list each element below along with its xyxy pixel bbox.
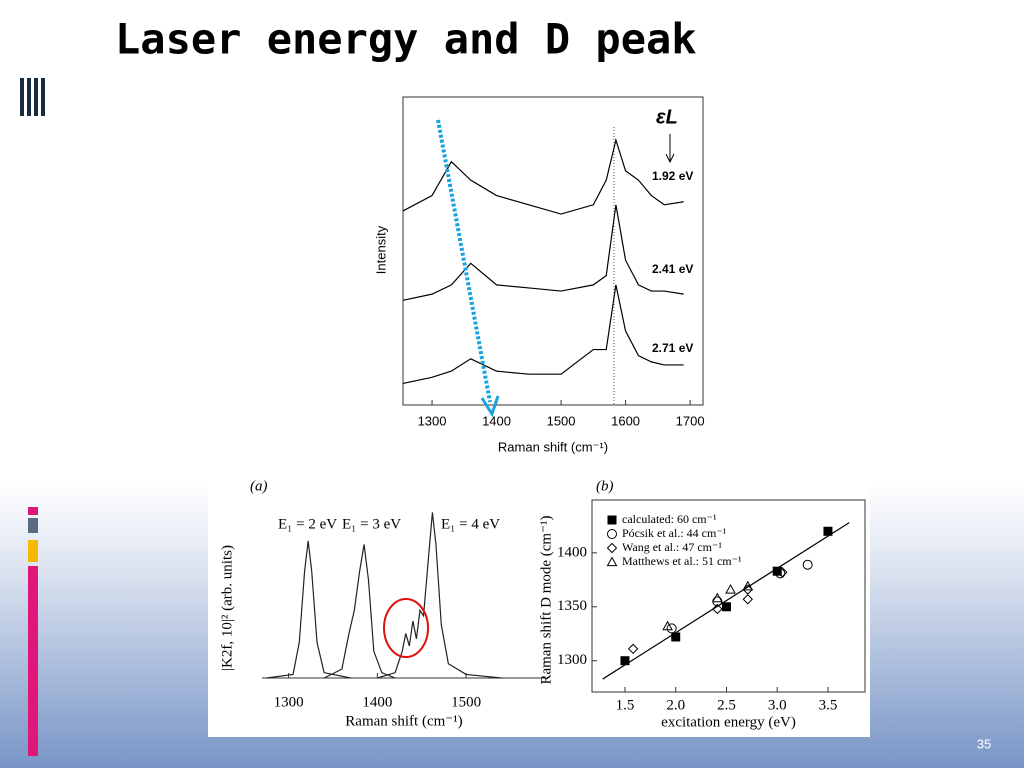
marker	[671, 632, 681, 642]
legend-label: Wang et al.: 47 cm⁻¹	[622, 540, 722, 554]
fit-line	[602, 522, 850, 680]
series-label: 2.71 eV	[652, 341, 693, 355]
spectrum-line	[402, 284, 684, 385]
x-tick-label: 1500	[547, 413, 576, 428]
series-label: E₁ = 2 eV	[278, 516, 337, 532]
marker	[823, 526, 833, 536]
deco-bar	[28, 566, 38, 756]
marker	[721, 602, 731, 612]
series-label: E₁ = 3 eV	[342, 516, 401, 532]
y-tick-label: 1300	[557, 652, 587, 668]
spectrum-line	[266, 540, 351, 679]
plot-frame	[591, 499, 866, 693]
spectrum-line	[402, 204, 684, 301]
x-tick-label: 1300	[274, 694, 304, 710]
highlight-circle	[383, 598, 429, 658]
marker	[777, 567, 788, 578]
title-icon	[20, 78, 45, 116]
x-tick-label: 2.0	[666, 697, 685, 713]
slide-title: Laser energy and D peak	[115, 15, 697, 64]
x-tick-label: 2.5	[717, 697, 736, 713]
plot-frame	[402, 96, 704, 406]
marker	[627, 643, 639, 655]
deco-bar	[28, 518, 38, 533]
marker	[662, 620, 673, 631]
y-axis-label: Intensity	[373, 225, 388, 274]
x-tick-label: 1400	[482, 413, 511, 428]
y-axis-label: |K2f, 10|² (arb. units)	[219, 545, 235, 671]
shift-arrowhead	[480, 395, 500, 418]
annotation-arrow	[665, 134, 675, 164]
legend-label: calculated: 60 cm⁻¹	[622, 512, 717, 526]
legend-label: Matthews et al.: 51 cm⁻¹	[622, 554, 742, 568]
legend-marker	[606, 542, 618, 554]
series-label: 2.41 eV	[652, 262, 693, 276]
marker	[742, 580, 754, 591]
shift-arrow	[436, 119, 492, 403]
deco-bar	[28, 507, 38, 515]
series-label: 1.92 eV	[652, 169, 693, 183]
series-label: E₁ = 4 eV	[441, 516, 500, 532]
marker	[802, 559, 813, 570]
marker	[711, 592, 723, 603]
y-tick-label: 1400	[557, 544, 587, 560]
marker	[666, 623, 677, 634]
marker	[742, 594, 753, 605]
marker	[772, 566, 782, 576]
spectrum-line	[323, 544, 396, 679]
figure-background	[208, 475, 870, 737]
x-tick-label: 3.5	[819, 697, 838, 713]
y-tick-label: 1350	[557, 598, 587, 614]
x-tick-label: 1.5	[616, 697, 635, 713]
panel-label: (a)	[250, 478, 268, 494]
annotation: εL	[656, 106, 678, 128]
marker	[712, 603, 723, 615]
spectrum-line	[377, 512, 502, 679]
x-tick-label: 1600	[611, 413, 640, 428]
x-axis-label: Raman shift (cm⁻¹)	[498, 439, 608, 454]
x-tick-label: 1700	[676, 413, 705, 428]
legend-marker	[606, 556, 618, 567]
page-number: 35	[977, 736, 991, 751]
marker	[725, 583, 736, 594]
deco-bar	[28, 540, 38, 562]
panel-label: (b)	[596, 478, 614, 494]
x-tick-label: 1300	[418, 413, 447, 428]
x-tick-label: 1400	[362, 694, 392, 710]
legend-marker	[607, 529, 617, 539]
legend-label: Pócsik et al.: 44 cm⁻¹	[622, 526, 727, 540]
marker	[620, 656, 630, 666]
x-tick-label: 3.0	[768, 697, 787, 713]
marker	[775, 568, 786, 579]
y-axis-label: Raman shift D mode (cm⁻¹)	[538, 515, 554, 684]
x-tick-label: 1500	[451, 694, 481, 710]
x-axis-label: Raman shift (cm⁻¹)	[345, 713, 462, 729]
x-axis-label: excitation energy (eV)	[661, 714, 796, 730]
legend-marker	[607, 515, 617, 525]
spectrum-line	[402, 137, 684, 215]
